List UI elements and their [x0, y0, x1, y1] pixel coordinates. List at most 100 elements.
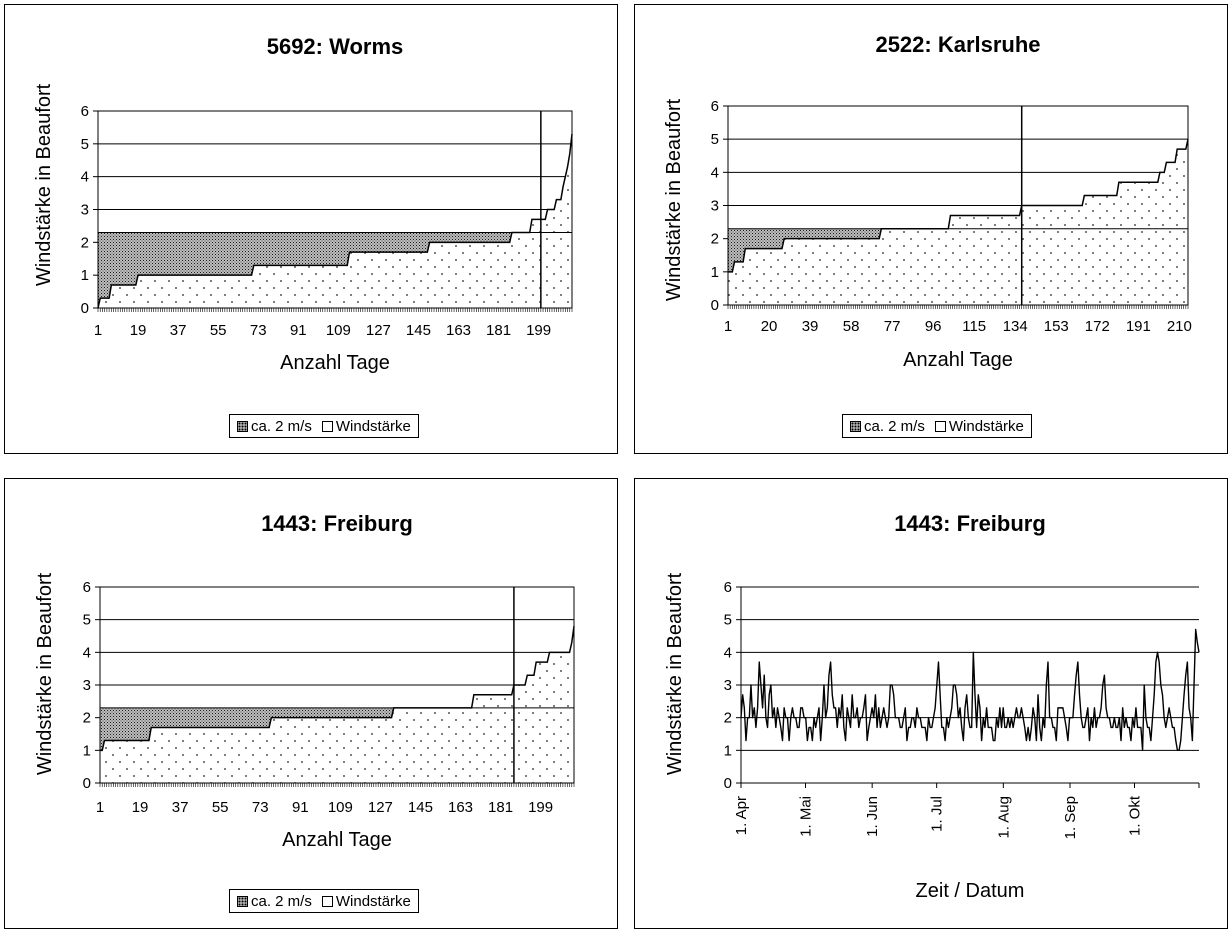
- chart-legend: ca. 2 m/s Windstärke: [842, 414, 1032, 438]
- y-tick-label: 1: [711, 264, 719, 281]
- chart-legend: ca. 2 m/s Windstärke: [229, 414, 419, 438]
- x-tick-label: 1. Sep: [1062, 796, 1079, 839]
- x-tick-label: 96: [925, 318, 942, 335]
- chart-title: 1443: Freiburg: [894, 511, 1046, 536]
- gridlines: [736, 586, 1199, 784]
- legend-label: Windstärke: [948, 417, 1024, 435]
- y-tick-label: 0: [81, 300, 89, 317]
- x-tick-label: 1: [96, 799, 104, 816]
- y-tick-label: 0: [711, 297, 719, 314]
- y-tick-label: 4: [724, 644, 732, 661]
- legend-swatch-dark: [850, 420, 861, 432]
- x-tick-label: 145: [406, 322, 431, 339]
- y-tick-label: 6: [711, 98, 719, 115]
- x-tick-label: 145: [408, 799, 433, 816]
- series-line-windstaerke: [100, 626, 575, 752]
- legend-item-windstaerke: Windstärke: [321, 417, 411, 435]
- legend-swatch-light: [321, 895, 333, 907]
- x-tick-label: 1. Mai: [798, 796, 815, 837]
- x-axis-label: Anzahl Tage: [280, 352, 390, 374]
- x-tick-label: 37: [170, 322, 187, 339]
- series-area-threshold: [100, 707, 574, 751]
- x-minor-ticks: [97, 308, 573, 312]
- legend-label: Windstärke: [335, 892, 411, 910]
- x-tick-label: 127: [366, 322, 391, 339]
- x-tick-label: 73: [250, 322, 267, 339]
- x-tick-label: 91: [290, 322, 307, 339]
- x-tick-label: 1: [724, 318, 732, 335]
- y-tick-label: 1: [724, 742, 732, 759]
- y-tick-label: 1: [83, 742, 91, 759]
- legend-item-threshold: ca. 2 m/s: [237, 418, 312, 435]
- chart-panel-freiburg-timeseries: 1443: Freiburg Windstärke in Beaufort 0 1 2 3…: [634, 478, 1228, 929]
- series-line-windstaerke: [97, 133, 573, 309]
- y-tick-label: 5: [711, 131, 719, 148]
- legend-label: ca. 2 m/s: [251, 417, 312, 435]
- legend-swatch-light: [934, 420, 946, 432]
- x-tick-label: 115: [962, 318, 986, 335]
- series-area-windstaerke: [98, 133, 572, 308]
- x-tick-label: 91: [292, 799, 309, 816]
- x-axis-label: Zeit / Datum: [916, 880, 1025, 902]
- x-tick-label: 58: [843, 318, 860, 335]
- y-tick-label: 4: [81, 169, 89, 186]
- legend-swatch-light: [321, 420, 333, 432]
- x-tick-label: 181: [488, 799, 513, 816]
- x-tick-label: 199: [526, 322, 551, 339]
- y-tick-label: 3: [711, 198, 719, 215]
- y-tick-label: 1: [81, 267, 89, 284]
- x-tick-label: 163: [448, 799, 473, 816]
- chart-legend: ca. 2 m/s Windstärke: [229, 889, 419, 913]
- x-tick-label: 20: [761, 318, 778, 335]
- y-tick-label: 4: [83, 644, 91, 661]
- y-tick-label: 3: [83, 677, 91, 694]
- y-tick-label: 5: [83, 612, 91, 629]
- legend-item-windstaerke: Windstärke: [321, 892, 411, 910]
- x-tick-label: 153: [1044, 318, 1069, 335]
- chart-panel-freiburg-sorted: 1443: Freiburg Windstärke in Beaufort 0 1 2 3…: [4, 478, 618, 929]
- chart-title: 5692: Worms: [267, 34, 404, 59]
- x-tick-label: 210: [1167, 318, 1192, 335]
- y-axis-label: Windstärke in Beaufort: [33, 83, 55, 286]
- x-minor-ticks: [99, 783, 575, 787]
- x-tick-label: 1. Okt: [1126, 795, 1143, 836]
- y-tick-label: 0: [83, 775, 91, 792]
- legend-swatch-dark: [237, 420, 248, 432]
- y-tick-label: 3: [81, 202, 89, 219]
- chart-title: 2522: Karlsruhe: [875, 32, 1040, 57]
- x-tick-label: 73: [252, 799, 269, 816]
- x-tick-label: 191: [1126, 318, 1151, 335]
- legend-item-threshold: ca. 2 m/s: [237, 893, 312, 910]
- y-tick-label: 6: [83, 579, 91, 596]
- y-tick-label: 2: [83, 710, 91, 727]
- x-tick-label: 163: [446, 322, 471, 339]
- x-tick-label: 109: [328, 799, 353, 816]
- x-tick-label: 172: [1085, 318, 1110, 335]
- x-tick-label: 19: [132, 799, 149, 816]
- x-tick-label: 127: [368, 799, 393, 816]
- series-area-threshold: [98, 232, 572, 308]
- legend-item-threshold: ca. 2 m/s: [850, 418, 925, 435]
- legend-label: ca. 2 m/s: [864, 417, 925, 435]
- y-tick-label: 2: [711, 231, 719, 248]
- x-tick-label: 109: [326, 322, 351, 339]
- x-tick-label: 181: [486, 322, 511, 339]
- series-line: [740, 628, 1200, 752]
- y-tick-label: 2: [724, 710, 732, 727]
- x-axis-label: Anzahl Tage: [282, 829, 392, 851]
- y-axis-label: Windstärke in Beaufort: [34, 572, 56, 775]
- y-tick-label: 4: [711, 164, 719, 181]
- y-tick-label: 6: [724, 579, 732, 596]
- x-tick-label: 1. Apr: [733, 796, 750, 835]
- legend-item-windstaerke: Windstärke: [934, 417, 1024, 435]
- legend-swatch-dark: [237, 895, 248, 907]
- y-axis-label: Windstärke in Beaufort: [663, 98, 685, 301]
- legend-label: ca. 2 m/s: [251, 892, 312, 910]
- x-tick-label: 77: [884, 318, 901, 335]
- x-axis-label: Anzahl Tage: [903, 349, 1013, 371]
- legend-label: Windstärke: [335, 417, 411, 435]
- x-tick-label: 39: [802, 318, 819, 335]
- y-tick-label: 0: [724, 775, 732, 792]
